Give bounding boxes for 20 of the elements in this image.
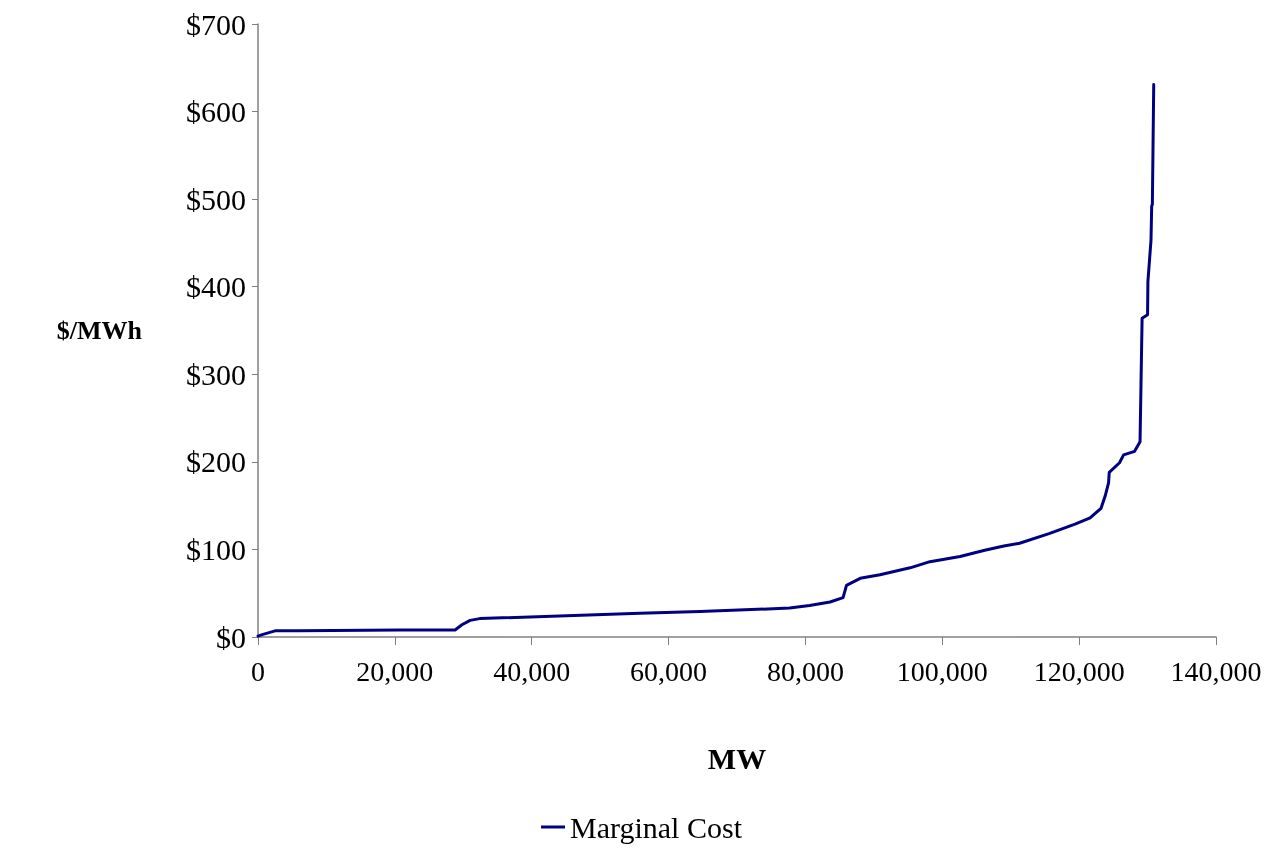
x-tick-label: 100,000	[896, 655, 988, 687]
y-tick-label: $200	[186, 445, 246, 479]
line-series	[256, 82, 1156, 638]
y-tick-label: $500	[186, 182, 246, 216]
x-axis-title: MW	[707, 741, 767, 775]
legend-label: Marginal Cost	[570, 810, 743, 844]
y-tick-label: $400	[186, 270, 246, 304]
x-tick-label: 120,000	[1033, 655, 1125, 687]
y-tick-label: $300	[186, 357, 246, 391]
x-tick-label: 60,000	[630, 655, 708, 687]
y-axis-title: $/MWh	[56, 316, 143, 345]
x-tick-label: 20,000	[356, 655, 434, 687]
x-tick-label: 140,000	[1170, 655, 1262, 687]
y-tick-label: $600	[186, 95, 246, 129]
y-tick-label: $100	[186, 532, 246, 566]
y-tick-label: $0	[216, 620, 246, 654]
x-tick-label: 0	[251, 655, 265, 687]
x-tick-label: 80,000	[766, 655, 844, 687]
y-tick-label: $700	[186, 7, 246, 41]
x-tick-label: 40,000	[493, 655, 571, 687]
